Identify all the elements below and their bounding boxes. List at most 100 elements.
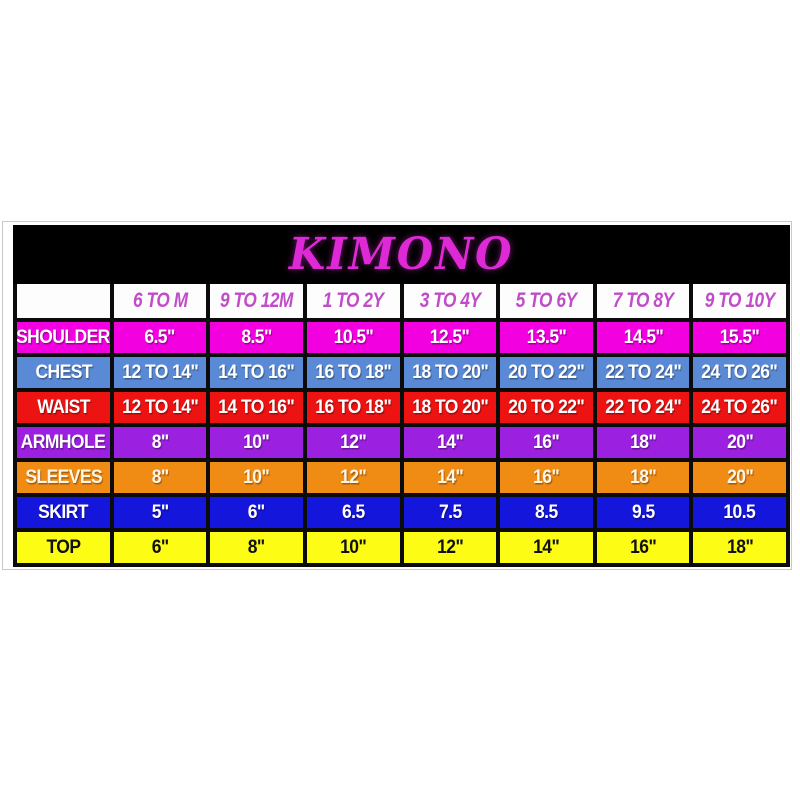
size-cell-text: 10.5" (333, 326, 373, 348)
size-cell-text: 12" (340, 466, 367, 488)
size-cell: 24 TO 26" (693, 392, 786, 423)
size-cell-text: 16" (630, 536, 657, 558)
size-cell: 10.5 (693, 497, 786, 528)
size-cell-text: 14.5" (623, 326, 663, 348)
row-label: TOP (17, 532, 110, 563)
size-cell: 10" (210, 462, 303, 493)
chart-title: KIMONO (289, 229, 514, 280)
size-cell: 8" (210, 532, 303, 563)
size-cell: 12" (306, 427, 400, 458)
size-cell: 14" (500, 532, 593, 563)
chart-title-bar: KIMONO (13, 225, 790, 284)
size-cell: 7.5 (403, 497, 497, 528)
size-cell: 12" (403, 532, 497, 563)
row-label: SHOULDER (17, 322, 110, 353)
column-header-label: 7 TO 8Y (612, 289, 674, 312)
size-cell: 18 TO 20" (403, 357, 497, 388)
size-cell: 10" (306, 532, 400, 563)
column-header: 9 TO 10Y (693, 284, 786, 318)
size-cell-text: 20" (726, 466, 754, 488)
size-cell: 5" (113, 497, 207, 528)
column-header: 3 TO 4Y (403, 284, 497, 318)
size-cell: 12 TO 14" (113, 392, 207, 423)
size-cell-text: 18" (630, 466, 657, 488)
size-cell-text: 12" (436, 536, 464, 558)
size-cell: 18" (596, 462, 690, 493)
size-cell-text: 8" (151, 431, 169, 453)
column-header-label: 3 TO 4Y (419, 289, 481, 312)
row-label-text: SHOULDER (17, 326, 110, 348)
row-label-text: WAIST (37, 396, 90, 418)
size-cell: 20 TO 22" (500, 357, 593, 388)
size-cell-text: 10" (243, 466, 271, 488)
size-cell: 16" (500, 427, 593, 458)
size-cell-text: 9.5 (631, 501, 655, 523)
size-cell-text: 15.5" (719, 326, 760, 348)
size-cell: 14 TO 16" (210, 392, 303, 423)
size-cell: 6" (210, 497, 303, 528)
size-cell-text: 20 TO 22" (508, 396, 585, 418)
corner-cell (17, 284, 110, 318)
column-header: 6 TO M (113, 284, 207, 318)
row-label-text: SLEEVES (24, 466, 102, 488)
size-cell-text: 6" (151, 536, 169, 558)
size-cell: 20" (693, 462, 786, 493)
size-cell-text: 12.5" (430, 326, 470, 348)
row-label: SLEEVES (17, 462, 110, 493)
size-cell-text: 22 TO 24" (605, 361, 681, 383)
row-label: CHEST (17, 357, 110, 388)
size-cell-text: 18" (630, 431, 657, 453)
column-header-label: 6 TO M (132, 289, 188, 312)
size-cell: 9.5 (596, 497, 690, 528)
row-label: WAIST (17, 392, 110, 423)
kimono-size-chart: KIMONO 6 TO M 9 TO 12M 1 TO 2Y 3 TO 4Y 5 TO … (13, 225, 790, 567)
size-cell-text: 18 TO 20" (411, 396, 488, 418)
row-label: SKIRT (17, 497, 110, 528)
size-cell-text: 6.5 (341, 501, 365, 523)
size-cell-text: 6" (248, 501, 266, 523)
size-cell: 20 TO 22" (500, 392, 593, 423)
size-cell-text: 8.5" (241, 326, 272, 348)
size-cell-text: 12 TO 14" (121, 361, 198, 383)
size-cell-text: 13.5" (526, 326, 567, 348)
size-cell: 16 TO 18" (306, 392, 400, 423)
size-cell-text: 22 TO 24" (605, 396, 681, 418)
size-cell-text: 12" (340, 431, 367, 453)
row-label-text: TOP (46, 536, 81, 558)
size-cell-text: 16 TO 18" (315, 396, 392, 418)
size-cell-text: 7.5 (438, 501, 462, 523)
size-cell: 10.5" (306, 322, 400, 353)
column-header: 9 TO 12M (210, 284, 303, 318)
size-cell: 6.5" (113, 322, 207, 353)
size-cell-text: 10.5 (723, 501, 756, 523)
size-cell: 18 TO 20" (403, 392, 497, 423)
column-header-label: 1 TO 2Y (322, 289, 384, 312)
size-cell: 14 TO 16" (210, 357, 303, 388)
size-cell-text: 8" (151, 466, 169, 488)
size-cell-text: 18" (726, 536, 754, 558)
size-cell-text: 12 TO 14" (121, 396, 198, 418)
size-cell-text: 14" (436, 466, 464, 488)
size-cell: 12 TO 14" (113, 357, 207, 388)
size-cell-text: 14" (436, 431, 464, 453)
size-cell: 12.5" (403, 322, 497, 353)
size-cell-text: 8" (248, 536, 266, 558)
size-cell-text: 5" (151, 501, 169, 523)
size-cell: 8" (113, 462, 207, 493)
size-cell: 8.5 (500, 497, 593, 528)
size-table: 6 TO M 9 TO 12M 1 TO 2Y 3 TO 4Y 5 TO 6Y 7 TO … (13, 284, 790, 567)
size-cell-text: 24 TO 26" (701, 396, 778, 418)
size-cell-text: 10" (340, 536, 367, 558)
row-label-text: CHEST (35, 361, 92, 383)
size-cell: 10" (210, 427, 303, 458)
size-cell-text: 10" (243, 431, 271, 453)
size-cell: 6" (113, 532, 207, 563)
size-cell: 16" (500, 462, 593, 493)
size-cell: 22 TO 24" (596, 357, 690, 388)
column-header: 5 TO 6Y (500, 284, 593, 318)
row-label-text: ARMHOLE (21, 431, 106, 453)
size-cell-text: 16 TO 18" (315, 361, 392, 383)
size-cell-text: 14 TO 16" (218, 361, 295, 383)
column-header: 1 TO 2Y (306, 284, 400, 318)
